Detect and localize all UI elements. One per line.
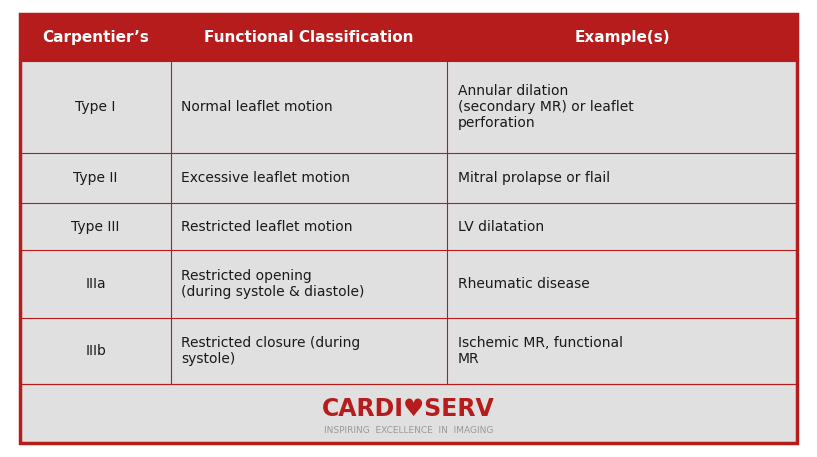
Bar <box>20 250 171 318</box>
Bar <box>448 250 797 318</box>
Text: Example(s): Example(s) <box>574 30 670 45</box>
Bar <box>171 250 448 318</box>
Bar <box>20 203 171 250</box>
Text: LV dilatation: LV dilatation <box>458 220 544 234</box>
Text: Restricted closure (during
systole): Restricted closure (during systole) <box>181 336 360 366</box>
Text: Annular dilation
(secondary MR) or leaflet
perforation: Annular dilation (secondary MR) or leafl… <box>458 84 634 130</box>
Text: Ischemic MR, functional
MR: Ischemic MR, functional MR <box>458 336 623 366</box>
Text: Mitral prolapse or flail: Mitral prolapse or flail <box>458 171 610 186</box>
Text: Carpentier’s: Carpentier’s <box>42 30 149 45</box>
Text: INSPIRING  EXCELLENCE  IN  IMAGING: INSPIRING EXCELLENCE IN IMAGING <box>324 426 493 435</box>
Bar <box>448 14 797 61</box>
Text: Type II: Type II <box>74 171 118 186</box>
Bar <box>20 61 171 154</box>
Bar <box>171 14 448 61</box>
Bar <box>171 154 448 203</box>
Text: Restricted leaflet motion: Restricted leaflet motion <box>181 220 353 234</box>
Text: Normal leaflet motion: Normal leaflet motion <box>181 100 333 114</box>
Bar <box>448 61 797 154</box>
Bar <box>20 384 797 443</box>
Bar <box>171 203 448 250</box>
Bar <box>448 154 797 203</box>
Bar <box>171 61 448 154</box>
Text: Type I: Type I <box>75 100 116 114</box>
Bar <box>171 318 448 384</box>
Bar <box>20 14 171 61</box>
Text: Functional Classification: Functional Classification <box>204 30 413 45</box>
Text: Type III: Type III <box>71 220 120 234</box>
Text: Restricted opening
(during systole & diastole): Restricted opening (during systole & dia… <box>181 269 365 299</box>
Text: IIIb: IIIb <box>85 344 106 358</box>
Bar <box>20 318 171 384</box>
Text: IIIa: IIIa <box>85 277 106 291</box>
Text: Excessive leaflet motion: Excessive leaflet motion <box>181 171 350 186</box>
Bar <box>448 318 797 384</box>
Text: CARDI♥SERV: CARDI♥SERV <box>322 397 495 421</box>
Bar <box>20 154 171 203</box>
Text: Rheumatic disease: Rheumatic disease <box>458 277 590 291</box>
Bar <box>448 203 797 250</box>
